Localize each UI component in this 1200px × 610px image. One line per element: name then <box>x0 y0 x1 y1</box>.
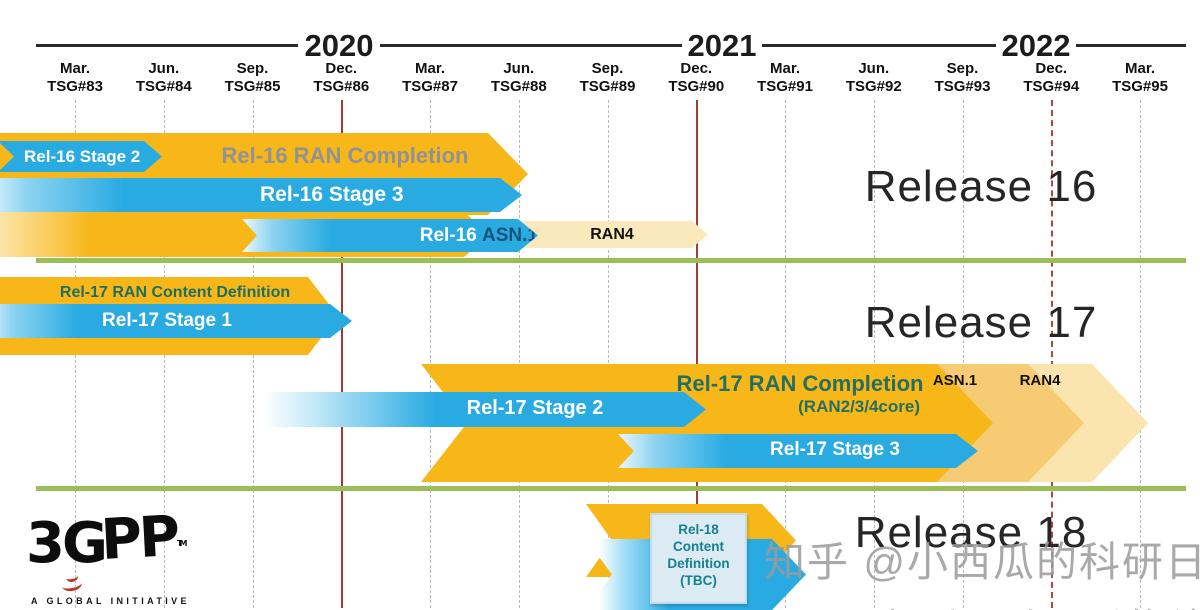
year-label-2022: 2022 <box>1001 28 1071 63</box>
column-tsg-label: TSG#83 <box>47 78 103 95</box>
column-tsg-label: TSG#94 <box>1023 78 1080 95</box>
column-tsg-label: TSG#85 <box>224 78 281 95</box>
label-rel17-stage2: Rel-17 Stage 2 <box>466 397 604 419</box>
rel18-box-line4: (TBC) <box>680 573 717 588</box>
release-17-label: Release 17 <box>864 298 1098 347</box>
column-month-label: Sep. <box>236 60 269 77</box>
column-header-tsg92: Jun. TSG#92 <box>831 60 917 96</box>
column-header-tsg93: Sep. TSG#93 <box>920 60 1006 96</box>
bar-rel17-stage2 <box>254 392 706 427</box>
label-rel17-stage3: Rel-17 Stage 3 <box>770 439 900 460</box>
bar-rel17-stage3 <box>618 434 978 468</box>
column-header-tsg90: Dec. TSG#90 <box>653 60 739 96</box>
label-rel16-ran-completion: Rel-16 RAN Completion <box>221 143 469 168</box>
column-month-label: Dec. <box>680 60 713 77</box>
label-rel17-asn1: ASN.1 <box>932 372 978 389</box>
label-rel17-ran-completion-line2: (RAN2/3/4core) <box>798 397 920 416</box>
rel18-box-line1: Rel-18 <box>678 522 719 537</box>
column-header-tsg88: Jun. TSG#88 <box>476 60 562 96</box>
column-month-label: Mar. <box>414 60 445 77</box>
column-month-label: Sep. <box>591 60 624 77</box>
watermark-text: 知乎 @小西瓜的科研日记 <box>764 539 1200 585</box>
column-header-tsg85: Sep. TSG#85 <box>210 60 296 96</box>
bar-rel16-asn1: Rel-16 ASN.1 <box>242 219 538 252</box>
column-month-label: Mar. <box>1124 60 1155 77</box>
column-tsg-label: TSG#88 <box>490 78 547 95</box>
divider-green-top <box>36 258 1186 263</box>
label-rel16-asn1-suffix: ASN.1 <box>482 224 538 246</box>
column-month-label: Dec. <box>325 60 358 77</box>
gridline-tsg92 <box>873 100 875 608</box>
column-header-tsg86: Dec. TSG#86 <box>298 60 384 96</box>
column-tsg-label: TSG#84 <box>135 78 192 95</box>
3gpp-logo-text: 3GPPTM <box>26 504 188 576</box>
column-tsg-label: TSG#93 <box>934 78 991 95</box>
dec-redline-tsg94 <box>1051 100 1054 608</box>
year-label-2020: 2020 <box>304 28 374 63</box>
release-16-label: Release 16 <box>864 162 1098 211</box>
gridline-tsg93 <box>962 100 964 608</box>
label-rel16-asn1: Rel-16 ASN.1 <box>242 219 578 252</box>
column-header-tsg94: Dec. TSG#94 <box>1008 60 1094 96</box>
trademark-symbol: TM <box>177 539 188 548</box>
gridline-tsg91 <box>785 100 786 608</box>
rel18-box-line2: Content <box>673 539 724 554</box>
axis-line-segment <box>36 44 298 47</box>
column-tsg-label: TSG#91 <box>757 78 813 95</box>
axis-line-segment <box>762 44 996 47</box>
column-month-label: Sep. <box>946 60 979 77</box>
column-tsg-label: TSG#89 <box>579 78 636 95</box>
clipped-watermark: 知乎 @小西瓜的科研日记 <box>886 598 1200 610</box>
dec-redline-tsg90 <box>696 100 699 608</box>
column-header-tsg83: Mar. TSG#83 <box>32 60 118 96</box>
axis-line-segment <box>1076 44 1186 47</box>
bar-rel17-stage1: Rel-17 Stage 1 <box>0 304 352 338</box>
column-tsg-label: TSG#86 <box>313 78 370 95</box>
column-header-tsg95: Mar. TSG#95 <box>1097 60 1183 96</box>
column-header-tsg84: Jun. TSG#84 <box>121 60 207 96</box>
column-month-label: Mar. <box>59 60 90 77</box>
gridline-tsg88 <box>518 100 520 608</box>
bar-rel16-ran4: RAN4 <box>516 221 708 248</box>
rel18-box-line3: Definition <box>667 556 730 571</box>
bar-rel16-stage2: Rel-16 Stage 2 <box>0 141 162 172</box>
divider-green-bottom <box>36 486 1186 491</box>
label-rel16-stage2: Rel-16 Stage 2 <box>24 146 141 166</box>
gridline-tsg87 <box>430 100 431 608</box>
axis-line-segment <box>380 44 682 47</box>
release-18-label: Release 18 <box>854 508 1088 557</box>
rel18-content-box: Rel-18 Content Definition (TBC) <box>650 513 747 604</box>
dec-redline-tsg86 <box>341 100 344 608</box>
year-label-2021: 2021 <box>687 28 757 63</box>
column-month-label: Jun. <box>503 60 535 77</box>
column-tsg-label: TSG#92 <box>845 78 902 95</box>
label-rel17-stage1: Rel-17 Stage 1 <box>102 310 232 331</box>
clipped-watermark-text: 知乎 @小西瓜的科研日记 <box>886 606 1200 610</box>
3gpp-logo: 3GPPTM <box>26 504 188 573</box>
column-tsg-label: TSG#95 <box>1112 78 1168 95</box>
column-tsg-label: TSG#87 <box>402 78 458 95</box>
column-header-tsg91: Mar. TSG#91 <box>742 60 828 96</box>
column-header-tsg89: Sep. TSG#89 <box>565 60 651 96</box>
column-month-label: Dec. <box>1035 60 1068 77</box>
label-rel17-ran4: RAN4 <box>1019 372 1061 389</box>
column-tsg-label: TSG#90 <box>668 78 725 95</box>
label-rel16-ran4: RAN4 <box>590 225 634 243</box>
column-header-tsg87: Mar. TSG#87 <box>387 60 473 96</box>
gridline-tsg95 <box>1140 100 1141 608</box>
column-month-label: Mar. <box>769 60 800 77</box>
gridline-tsg89 <box>607 100 609 608</box>
label-rel16-stage3: Rel-16 Stage 3 <box>260 183 404 206</box>
column-month-label: Jun. <box>858 60 890 77</box>
label-rel17-ran-completion-line1: Rel-17 RAN Completion <box>676 371 924 396</box>
label-rel16-asn1-prefix: Rel-16 <box>419 224 483 246</box>
column-month-label: Jun. <box>148 60 180 77</box>
logo-tagline: A GLOBAL INITIATIVE <box>31 596 190 606</box>
bar-rel16-stage3: Rel-16 Stage 3 <box>0 178 522 212</box>
label-rel17-content-definition: Rel-17 RAN Content Definition <box>59 284 291 301</box>
